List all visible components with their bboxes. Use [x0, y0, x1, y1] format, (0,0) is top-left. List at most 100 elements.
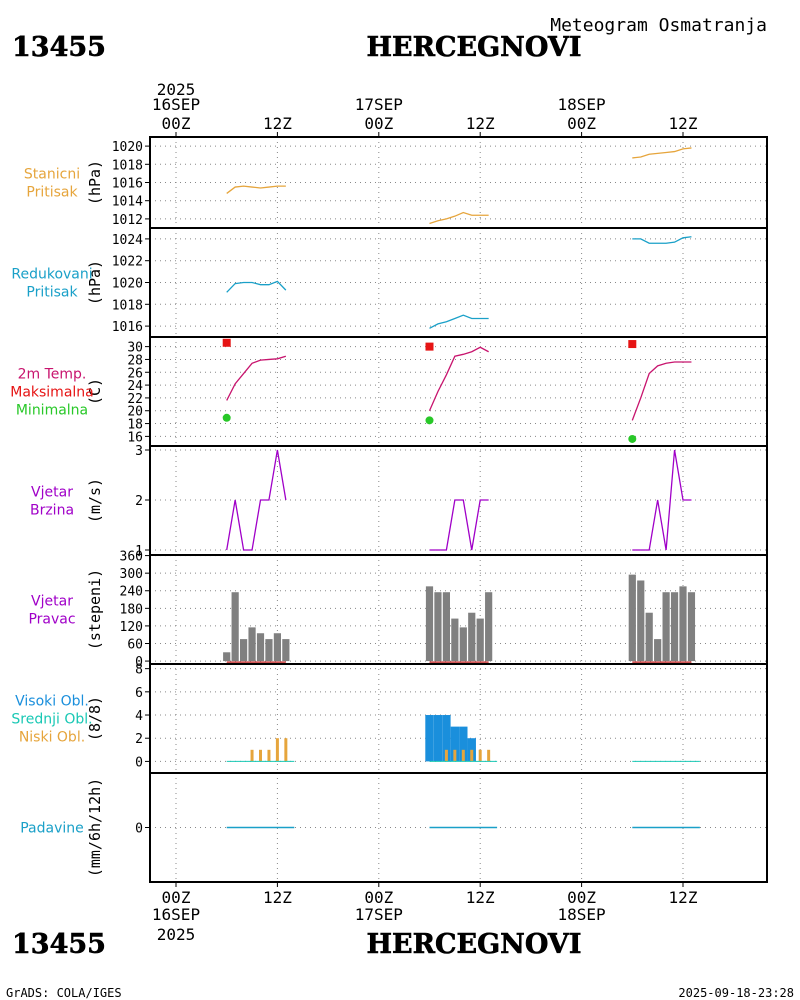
legend-label: Vjetar — [31, 594, 73, 610]
high-cloud-bar — [467, 738, 476, 762]
high-cloud-bar — [459, 726, 468, 762]
panel-frame — [149, 772, 768, 883]
y-tick-label: 6 — [135, 686, 143, 701]
y-tick-label: 20 — [127, 405, 143, 420]
legend-label: Niski Obl. — [19, 730, 85, 746]
y-tick-label: 240 — [120, 585, 143, 600]
time-hour-label-top: 12Z — [466, 114, 495, 133]
low-cloud-bar — [275, 738, 279, 762]
wind-dir-bar — [670, 592, 679, 662]
time-hour-label-bottom: 00Z — [364, 888, 393, 907]
y-tick-label: 180 — [120, 602, 143, 617]
wind-dir-bar — [459, 627, 467, 662]
y-tick-label: 1020 — [112, 140, 143, 155]
y-tick-label: 4 — [135, 709, 143, 724]
panel-reduced_pressure: 1016 1018 1020 1022 1024 (hPa)Redukovani Priti… — [11, 227, 768, 338]
time-date-label-bottom: 17SEP — [355, 905, 403, 924]
y-axis-label: (mm/6h/12h) — [86, 778, 104, 877]
y-tick-label: 26 — [127, 366, 143, 381]
time-date-label-top: 16SEP — [152, 95, 200, 114]
series-line — [632, 147, 692, 159]
panel-station_pressure: 1012 1014 1016 1018 1020 (hPa) Stanicni Pritisa… — [24, 136, 768, 229]
y-tick-label: 60 — [127, 637, 143, 652]
y-tick-label: 1020 — [112, 277, 143, 292]
y-axis-label: (hPa) — [86, 260, 104, 305]
y-tick-label: 1018 — [112, 298, 143, 313]
y-tick-label: 1016 — [112, 177, 143, 192]
wind-dir-bar — [485, 592, 493, 662]
y-tick-label: 30 — [127, 341, 143, 356]
time-date-label-bottom: 18SEP — [558, 905, 606, 924]
legend-label: Minimalna — [16, 403, 88, 419]
time-hour-label-top: 00Z — [364, 114, 393, 133]
y-tick-label: 1012 — [112, 213, 143, 228]
wind-dir-bar — [468, 612, 476, 662]
legend-label: Srednji Obl. — [11, 712, 92, 728]
y-tick-label: 300 — [120, 567, 143, 582]
time-hour-label-top: 12Z — [263, 114, 292, 133]
y-tick-label: 2 — [135, 494, 143, 509]
wind-dir-bar — [265, 639, 273, 662]
high-cloud-bar — [425, 715, 434, 762]
panel-wind_speed: 1 2 3 (m/s) Vjetar Brzina — [30, 444, 768, 559]
wind-dir-bar — [637, 580, 645, 662]
station-id-top: 13455 — [12, 32, 106, 63]
time-hour-label-bottom: 00Z — [162, 888, 191, 907]
y-axis-label: (stepeni) — [86, 569, 104, 650]
y-axis-label: (C) — [86, 378, 104, 405]
low-cloud-bar — [444, 749, 448, 762]
low-cloud-bar — [250, 749, 254, 762]
low-cloud-bar — [478, 749, 482, 762]
low-cloud-bar — [470, 749, 474, 762]
wind-dir-bar — [654, 639, 662, 662]
legend-label: Pritisak — [26, 285, 78, 301]
y-tick-label: 18 — [127, 418, 143, 433]
series-line — [429, 314, 489, 329]
legend-label: Padavine — [20, 821, 84, 837]
panel-frame — [149, 336, 768, 447]
wind-dir-bar — [425, 586, 434, 662]
high-cloud-bar — [450, 726, 460, 762]
wind-dir-bar — [442, 592, 450, 662]
legend-label: Pravac — [28, 612, 75, 628]
series-line — [429, 211, 489, 225]
series-line — [226, 355, 287, 401]
tmax-marker — [628, 340, 637, 349]
series-line — [226, 280, 287, 293]
wind-dir-bar — [282, 639, 290, 662]
wind-dir-bar — [679, 586, 687, 662]
y-tick-label: 24 — [127, 379, 143, 394]
y-tick-label: 2 — [135, 732, 143, 747]
panel-wind_direction: 0 60 120 180 240 300 360 (stepeni) Vjetar Pravac — [28, 550, 768, 670]
wind-dir-bar — [248, 627, 256, 662]
tmin-marker — [628, 434, 637, 443]
series-line — [632, 449, 692, 551]
y-tick-label: 1024 — [112, 233, 143, 248]
y-tick-label: 120 — [120, 620, 143, 635]
y-tick-label: 22 — [127, 392, 143, 407]
tmax-marker — [425, 342, 434, 351]
legend-label: 2m Temp. — [18, 367, 87, 383]
legend-label: Vjetar — [31, 485, 73, 501]
time-hour-label-top: 00Z — [567, 114, 596, 133]
wind-dir-bar — [231, 592, 239, 662]
series-line — [428, 346, 489, 411]
wind-dir-bar — [273, 633, 281, 662]
y-tick-label: 0 — [135, 755, 143, 770]
panel-clouds: 0 2 4 6 8 (8/8)Visoki Obl. Srednji Obl. Niski O… — [11, 663, 768, 774]
wind-dir-bar — [451, 618, 459, 662]
footer-timestamp: 2025-09-18-23:28 — [678, 986, 794, 1000]
y-tick-label: 0 — [135, 655, 143, 670]
series-line — [632, 236, 692, 244]
panel-precipitation: 0 (mm/6h/12h)Padavine — [20, 772, 768, 883]
low-cloud-bar — [487, 749, 491, 762]
time-hour-label-bottom: 00Z — [567, 888, 596, 907]
y-axis-label: (m/s) — [86, 478, 104, 523]
low-cloud-bar — [267, 749, 271, 762]
time-date-label-bottom: 16SEP — [152, 905, 200, 924]
wind-dir-bar — [476, 618, 484, 662]
time-hour-label-bottom: 12Z — [466, 888, 495, 907]
